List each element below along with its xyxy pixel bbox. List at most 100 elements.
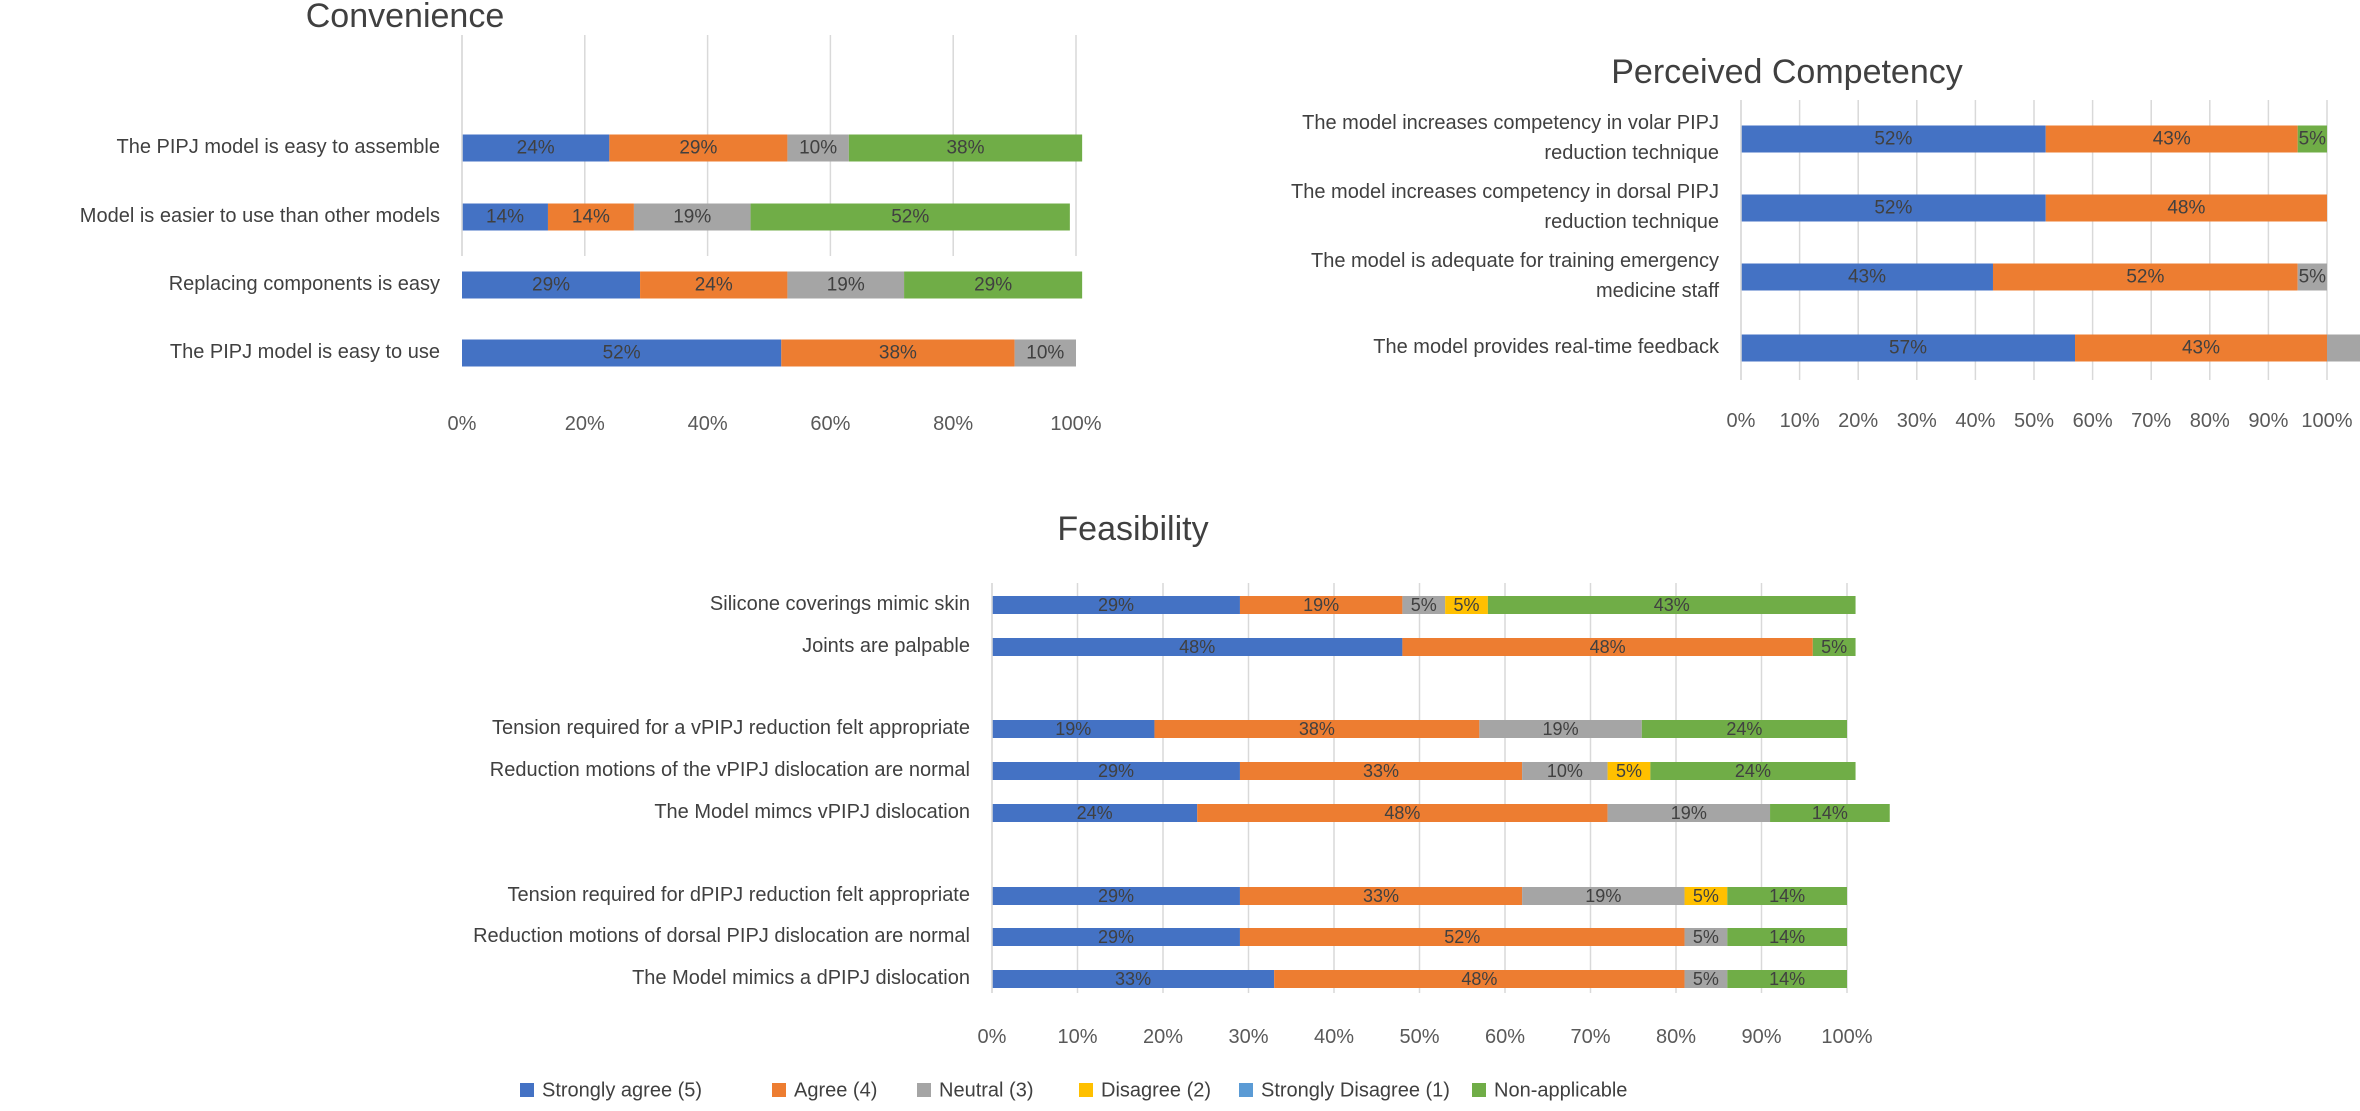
data-label: 33% <box>1363 886 1399 906</box>
bar-segment-neutral-3- <box>1479 720 1642 738</box>
category-label: Reduction motions of dorsal PIPJ disloca… <box>473 925 970 947</box>
chart-title-convenience: Convenience <box>306 0 504 35</box>
legend-label-disagree-2-: Disagree (2) <box>1101 1079 1211 1101</box>
data-label: 43% <box>1848 267 1886 288</box>
x-tick-label: 70% <box>1570 1026 1610 1048</box>
data-label: 19% <box>1055 719 1091 739</box>
x-tick-label: 60% <box>810 413 850 435</box>
bar-segment-strongly-agree-5- <box>462 203 548 231</box>
category-label: Model is easier to use than other models <box>80 205 440 227</box>
category-label: The model increases competency in volar … <box>1302 112 1719 164</box>
bar-segment-strongly-agree-5- <box>462 339 782 367</box>
data-label: 14% <box>572 207 610 228</box>
data-label: 5% <box>2299 267 2327 288</box>
data-label: 5% <box>2299 129 2327 150</box>
data-label: 29% <box>1098 761 1134 781</box>
data-label: 5% <box>1411 595 1437 615</box>
data-label: 57% <box>1889 338 1927 359</box>
legend-swatch-strongly-disagree-1- <box>1239 1083 1253 1097</box>
category-label: Tension required for a vPIPJ reduction f… <box>492 717 970 739</box>
data-label: 48% <box>1179 637 1215 657</box>
data-label: 52% <box>1874 129 1912 150</box>
x-tick-label: 0% <box>448 413 477 435</box>
data-label: 29% <box>679 138 717 159</box>
data-label: 14% <box>1812 803 1848 823</box>
data-label: 38% <box>1299 719 1335 739</box>
category-label: The model is adequate for training emerg… <box>1311 250 1719 302</box>
bar-segment-neutral-3- <box>1522 762 1608 780</box>
bar-segment-neutral-3- <box>787 134 849 162</box>
legend-label-strongly-disagree-1-: Strongly Disagree (1) <box>1261 1079 1450 1101</box>
data-label: 24% <box>1735 761 1771 781</box>
x-tick-label: 60% <box>1485 1026 1525 1048</box>
data-label: 52% <box>1444 927 1480 947</box>
x-tick-label: 30% <box>1228 1026 1268 1048</box>
data-label: 38% <box>879 343 917 364</box>
x-tick-label: 80% <box>933 413 973 435</box>
category-label: The Model mimics a dPIPJ dislocation <box>632 967 970 989</box>
data-label: 52% <box>603 343 641 364</box>
x-tick-label: 50% <box>1399 1026 1439 1048</box>
bar-segment-neutral-3- <box>2327 334 2360 362</box>
category-label: Tension required for dPIPJ reduction fel… <box>508 884 971 906</box>
x-tick-label: 0% <box>978 1026 1007 1048</box>
legend-swatch-non-applicable <box>1472 1083 1486 1097</box>
legend-label-neutral-3-: Neutral (3) <box>939 1079 1033 1101</box>
bar-segment-agree-4- <box>1239 887 1523 905</box>
data-label: 38% <box>946 138 984 159</box>
x-tick-label: 100% <box>1050 413 1101 435</box>
bar-segment-agree-4- <box>1992 263 2298 291</box>
legend-swatch-disagree-2- <box>1079 1083 1093 1097</box>
category-label: The model provides real-time feedback <box>1373 336 1720 358</box>
x-tick-label: 100% <box>1821 1026 1872 1048</box>
x-tick-label: 90% <box>1741 1026 1781 1048</box>
data-label: 24% <box>517 138 555 159</box>
category-label: The model increases competency in dorsal… <box>1291 181 1719 233</box>
data-label: 14% <box>1769 886 1805 906</box>
bar-segment-strongly-agree-5- <box>1741 263 1993 291</box>
chart-title-perceived-competency: Perceived Competency <box>1611 53 1963 91</box>
data-label: 48% <box>1461 969 1497 989</box>
bar-segment-non-applicable <box>1641 720 1847 738</box>
data-label: 52% <box>2126 267 2164 288</box>
category-label: Replacing components is easy <box>169 273 440 295</box>
data-label: 19% <box>1543 719 1579 739</box>
x-tick-label: 30% <box>1897 410 1937 432</box>
bar-segment-strongly-agree-5- <box>462 271 641 299</box>
data-label: 24% <box>695 275 733 296</box>
bar-segment-non-applicable <box>750 203 1070 231</box>
legend-swatch-strongly-agree-5- <box>520 1083 534 1097</box>
category-label: The PIPJ model is easy to use <box>170 341 440 363</box>
data-label: 48% <box>1590 637 1626 657</box>
bar-segment-non-applicable <box>904 271 1083 299</box>
bar-segment-disagree-2- <box>1684 887 1728 905</box>
bar-segment-non-applicable <box>1727 887 1847 905</box>
bar-segment-strongly-agree-5- <box>1741 194 2046 222</box>
data-label: 5% <box>1693 886 1719 906</box>
bar-segment-agree-4- <box>1154 720 1480 738</box>
x-tick-label: 60% <box>2073 410 2113 432</box>
category-label: The Model mimcs vPIPJ dislocation <box>654 801 970 823</box>
data-label: 10% <box>799 138 837 159</box>
bar-segment-strongly-agree-5- <box>992 638 1403 656</box>
bar-segment-strongly-agree-5- <box>992 970 1275 988</box>
bar-segment-agree-4- <box>1239 928 1685 946</box>
x-tick-label: 20% <box>1838 410 1878 432</box>
x-tick-label: 100% <box>2301 410 2352 432</box>
bar-segment-neutral-3- <box>1607 804 1771 822</box>
chart-0: Convenience 0% 20% 40% 60% 80% 100% The PIPJ mo… <box>80 0 1102 435</box>
legend-label-non-applicable: Non-applicable <box>1494 1079 1627 1101</box>
bar-segment-strongly-agree-5- <box>992 887 1240 905</box>
data-label: 43% <box>2182 338 2220 359</box>
bar-segment-strongly-agree-5- <box>992 928 1240 946</box>
category-label: Reduction motions of the vPIPJ dislocati… <box>490 759 970 781</box>
x-tick-label: 20% <box>1143 1026 1183 1048</box>
bar-segment-strongly-agree-5- <box>992 804 1198 822</box>
bar-segment-non-applicable <box>1812 638 1856 656</box>
x-tick-label: 40% <box>1314 1026 1354 1048</box>
category-label: The PIPJ model is easy to assemble <box>117 136 440 158</box>
bar-segment-agree-4- <box>640 271 788 299</box>
data-label: 19% <box>673 207 711 228</box>
data-label: 43% <box>2153 129 2191 150</box>
data-label: 29% <box>974 275 1012 296</box>
